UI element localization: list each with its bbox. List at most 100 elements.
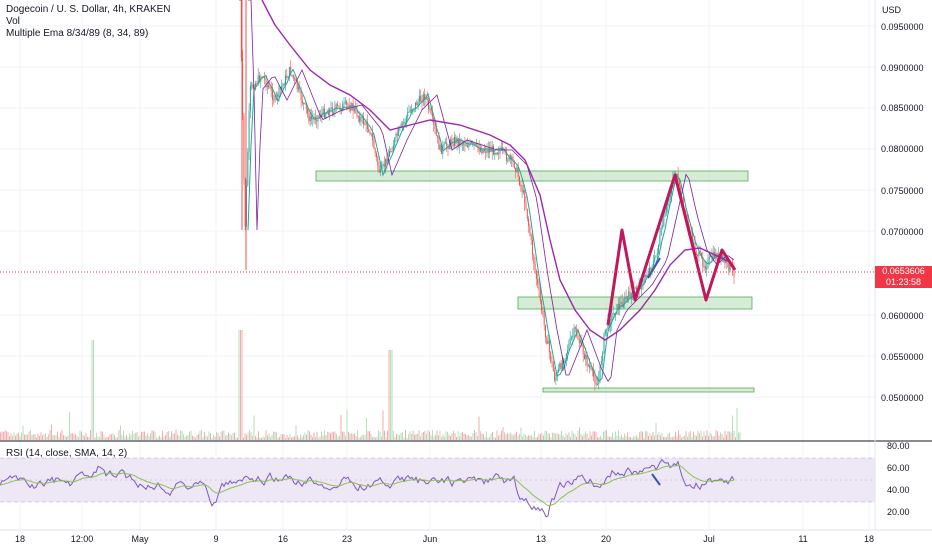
candle-body [353, 108, 355, 112]
volume-bar [432, 430, 433, 440]
candle-body [542, 310, 544, 315]
volume-bar [67, 435, 69, 440]
volume-bar [403, 437, 405, 440]
volume-bar [487, 437, 489, 440]
volume-bar [165, 435, 166, 440]
volume-bar [322, 435, 324, 440]
volume-bar [582, 436, 583, 440]
volume-bar [679, 434, 681, 440]
volume-bar [279, 436, 280, 440]
volume-bar [42, 435, 43, 440]
candle-body [502, 147, 504, 149]
volume-bar [46, 436, 48, 440]
volume-bar [406, 437, 408, 440]
volume-bar [594, 431, 595, 440]
candle-body [446, 142, 448, 147]
volume-bar [81, 431, 82, 440]
volume-bar [375, 437, 376, 440]
volume-bar [681, 437, 682, 440]
volume-bar [163, 436, 165, 440]
volume-bar [420, 436, 421, 440]
volume-bar [156, 437, 157, 440]
candle-body [524, 190, 526, 204]
candle-body [450, 139, 452, 146]
volume-bar [574, 433, 576, 440]
volume-bar [394, 437, 396, 440]
volume-bar [48, 434, 49, 440]
volume-bar [97, 436, 99, 440]
volume-bar [96, 432, 97, 440]
rsi-pane [0, 440, 932, 518]
candle-body [249, 85, 251, 111]
candle-body [326, 111, 328, 114]
pattern-drawing[interactable] [606, 173, 737, 326]
volume-bar [18, 432, 19, 440]
candle-body [448, 145, 450, 150]
candle-body [733, 268, 735, 277]
volume-bar [553, 432, 555, 440]
volume-bar [496, 430, 498, 440]
volume-bars [0, 330, 741, 440]
candle-body [350, 109, 351, 111]
volume-bar [49, 430, 51, 440]
volume-bar [13, 432, 15, 440]
candle-body [487, 148, 489, 153]
volume-bar [129, 433, 130, 440]
candle-body [558, 368, 559, 372]
rsi-indicator-label[interactable]: RSI (14, close, SMA, 14, 2) [6, 448, 128, 459]
candle-body [465, 145, 467, 147]
symbol-title[interactable]: Dogecoin / U. S. Dollar, 4h, KRAKEN [6, 4, 171, 15]
volume-bar [3, 431, 4, 440]
candle-body [552, 362, 554, 372]
candle-body [404, 121, 406, 123]
candle-body [659, 234, 661, 245]
candle-body [699, 251, 701, 254]
volume-bar [169, 437, 171, 440]
candle-body [373, 140, 375, 149]
volume-bar [189, 431, 190, 440]
candle-body [606, 328, 608, 330]
candle-body [429, 108, 431, 110]
candle-body [374, 148, 376, 154]
volume-bar [0, 432, 1, 440]
volume-bar [190, 430, 192, 440]
volume-bar [30, 430, 31, 440]
volume-bar [477, 436, 478, 440]
volume-bar [711, 434, 712, 440]
volume-bar [300, 434, 301, 440]
volume-bar [550, 437, 552, 440]
candle-body [379, 169, 381, 173]
volume-bar [379, 431, 381, 440]
rsi-divergence-line [651, 473, 661, 486]
volume-indicator-label[interactable]: Vol [6, 16, 20, 27]
volume-bar [642, 431, 643, 440]
volume-bar [699, 433, 700, 440]
volume-bar [135, 432, 136, 440]
volume-bar [421, 432, 423, 440]
candle-body [617, 304, 619, 310]
candle-body [281, 86, 283, 89]
candle-body [402, 123, 403, 125]
volume-bar [732, 415, 733, 440]
ema-indicator-label[interactable]: Multiple Ema 8/34/89 (8, 34, 89) [6, 28, 149, 39]
volume-bar [144, 431, 145, 440]
candle-body [703, 266, 705, 268]
volume-bar [376, 436, 378, 440]
volume-bar [727, 431, 729, 440]
volume-bar [256, 437, 258, 440]
volume-bar [253, 415, 255, 440]
candle-body [706, 267, 708, 269]
zigzag-pattern-line [606, 173, 737, 326]
candle-body [474, 143, 476, 145]
volume-bar [147, 432, 148, 440]
candle-body [695, 252, 697, 255]
candle-body [693, 242, 695, 244]
volume-bar [261, 437, 262, 440]
candle-body [291, 74, 293, 76]
price-tick: 0.0500000 [881, 393, 924, 403]
volume-bar [108, 436, 109, 440]
volume-bar [285, 437, 286, 440]
volume-bar [450, 436, 451, 440]
volume-bar [159, 435, 160, 440]
